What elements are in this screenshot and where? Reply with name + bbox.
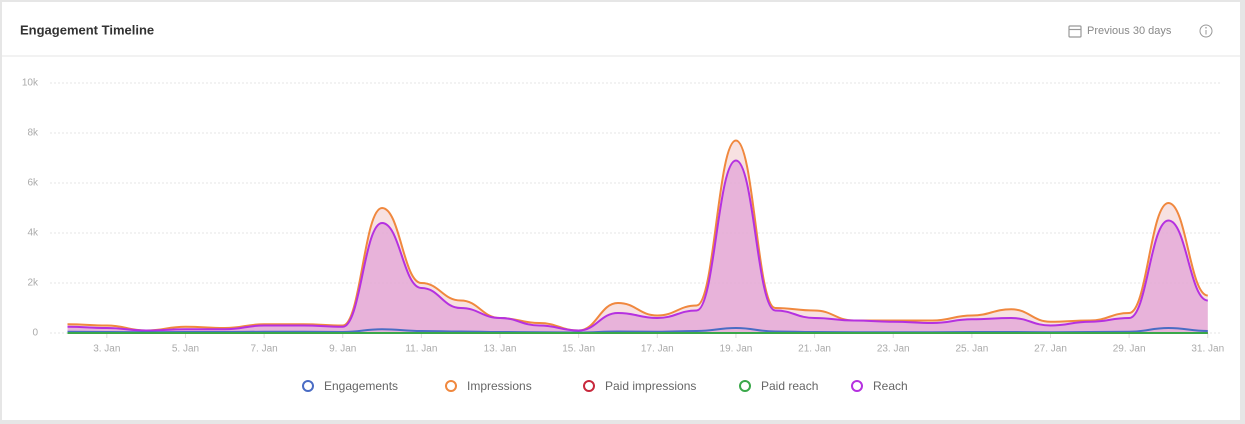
legend-label: Impressions xyxy=(467,379,532,393)
x-tick-label: 23. Jan xyxy=(877,344,910,355)
x-tick-label: 27. Jan xyxy=(1034,344,1067,355)
legend-marker xyxy=(583,380,595,392)
x-tick-label: 31. Jan xyxy=(1191,344,1224,355)
legend-marker xyxy=(302,380,314,392)
x-tick-label: 9. Jan xyxy=(329,344,356,355)
calendar-icon xyxy=(1068,25,1082,38)
info-icon[interactable] xyxy=(1199,24,1213,38)
legend-marker xyxy=(851,380,863,392)
x-tick-label: 3. Jan xyxy=(93,344,120,355)
x-tick-label: 29. Jan xyxy=(1113,344,1146,355)
x-tick-label: 19. Jan xyxy=(720,344,753,355)
y-tick-label: 2k xyxy=(27,278,39,289)
chart-title: Engagement Timeline xyxy=(20,22,154,37)
y-tick-label: 0 xyxy=(32,328,38,339)
legend-marker xyxy=(739,380,751,392)
legend-marker xyxy=(445,380,457,392)
x-tick-label: 11. Jan xyxy=(405,344,437,355)
x-tick-label: 15. Jan xyxy=(562,344,595,355)
legend-label: Paid impressions xyxy=(605,379,696,393)
legend-label: Engagements xyxy=(324,379,398,393)
y-tick-label: 8k xyxy=(27,128,39,139)
line xyxy=(67,159,1209,332)
line xyxy=(67,139,1209,332)
y-tick-label: 10k xyxy=(22,78,39,89)
legend-label: Reach xyxy=(873,379,908,393)
y-tick-label: 6k xyxy=(27,178,39,189)
x-tick-label: 7. Jan xyxy=(250,344,277,355)
x-tick-label: 17. Jan xyxy=(641,344,674,355)
period-selector[interactable]: Previous 30 days xyxy=(1087,25,1172,37)
x-tick-label: 13. Jan xyxy=(484,344,517,355)
x-tick-label: 21. Jan xyxy=(798,344,831,355)
legend-label: Paid reach xyxy=(761,379,818,393)
y-tick-label: 4k xyxy=(27,228,39,239)
x-tick-label: 5. Jan xyxy=(172,344,199,355)
x-tick-label: 25. Jan xyxy=(955,344,988,355)
